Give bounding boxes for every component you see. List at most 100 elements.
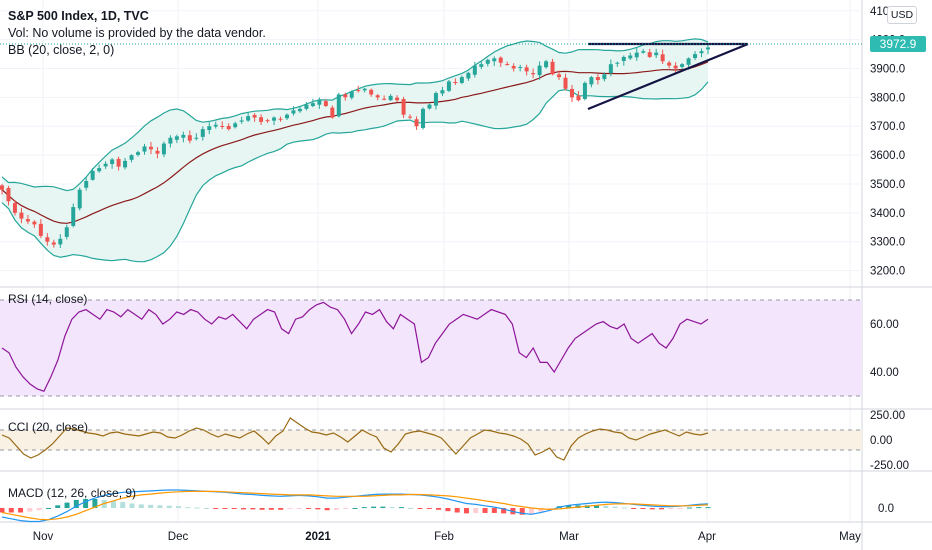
candles: [0, 44, 710, 248]
candle-body: [382, 98, 387, 100]
candle-body: [563, 77, 568, 89]
candle-body: [395, 97, 400, 101]
macd-histogram-bar: [296, 508, 302, 509]
macd-histogram-bar: [677, 508, 683, 509]
cci-tick-label: -250.00: [870, 460, 909, 472]
candle-body: [537, 65, 542, 76]
macd-histogram-bar: [538, 508, 544, 512]
macd-histogram-bar: [138, 504, 144, 508]
macd-label[interactable]: MACD (12, 26, close, 9): [8, 486, 137, 500]
candle-body: [654, 52, 659, 56]
macd-histogram-bar: [8, 508, 14, 513]
macd-histogram-bar: [83, 499, 89, 508]
candle-body: [265, 120, 270, 122]
candle-body: [6, 188, 11, 202]
candle-body: [0, 185, 4, 190]
cci-label[interactable]: CCI (20, close): [8, 420, 89, 434]
candle-body: [220, 126, 225, 128]
candle-body: [505, 64, 510, 66]
macd-histogram-bar: [668, 508, 674, 509]
macd-histogram-bar: [176, 506, 181, 508]
candle-body: [278, 118, 283, 120]
support-trendline[interactable]: [587, 42, 749, 111]
candle-body: [259, 117, 264, 122]
x-tick-label: Feb: [434, 531, 454, 543]
candle-body: [388, 95, 393, 101]
macd-histogram-bar: [371, 506, 377, 508]
price-tick-label: 3700.0: [870, 121, 905, 133]
macd-histogram-bar: [454, 508, 460, 513]
price-tick-label: 3600.0: [870, 150, 905, 162]
macd-histogram-bar: [92, 499, 98, 508]
bollinger-bands: [1, 38, 709, 263]
candle-body: [485, 59, 490, 64]
macd-histogram-bar: [659, 508, 665, 510]
macd-histogram-bar: [380, 506, 386, 508]
rsi-band-fill: [0, 300, 862, 396]
candle-body: [479, 64, 484, 67]
macd-histogram-bar: [519, 508, 525, 515]
x-tick-label: 2021: [305, 531, 331, 543]
macd-histogram-bar: [259, 508, 265, 510]
currency-button[interactable]: USD: [887, 6, 917, 24]
candle-body: [71, 207, 76, 226]
candle-body: [615, 62, 620, 64]
candle-body: [123, 160, 128, 168]
candle-body: [45, 237, 50, 242]
bb-lower-band: [1, 81, 709, 263]
macd-histogram-bar: [148, 504, 154, 508]
candle-body: [446, 81, 451, 91]
macd-histogram-bar: [250, 508, 256, 510]
price-tick-label: 3500.0: [870, 179, 905, 191]
macd-histogram-bar: [408, 508, 414, 509]
candle-body: [433, 93, 438, 106]
candle-body: [129, 155, 134, 160]
candle-body: [401, 99, 406, 115]
macd-histogram-bar: [529, 508, 534, 515]
price-tick-label: 3400.0: [870, 208, 905, 220]
candle-body: [84, 181, 89, 188]
macd-signal-line: [1, 490, 709, 521]
bb-basis: [1, 61, 709, 224]
macd-tick-label: 0.0: [878, 503, 894, 515]
candle-body: [168, 137, 173, 144]
candle-body: [582, 82, 587, 99]
macd-histogram-bar: [213, 508, 219, 509]
candle-body: [349, 91, 354, 98]
macd-histogram-bar: [621, 507, 627, 509]
x-tick-label: Dec: [168, 531, 189, 543]
macd-histogram-bar: [631, 508, 637, 509]
macd-histogram-bar: [603, 505, 609, 508]
candle-body: [511, 66, 516, 69]
candle-body: [226, 125, 231, 130]
candle-body: [531, 73, 536, 75]
macd-histogram-bar: [649, 508, 655, 510]
candle-body: [602, 74, 607, 80]
macd-histogram-bar: [324, 508, 330, 511]
candle-body: [550, 61, 555, 75]
candle-body: [213, 124, 218, 127]
candle-body: [310, 103, 315, 107]
candle-body: [64, 227, 69, 237]
macd-histogram-bar: [594, 505, 600, 508]
candle-body: [25, 219, 30, 222]
candle-body: [569, 88, 574, 98]
candle-body: [207, 126, 212, 130]
candle-body: [576, 95, 581, 101]
price-tick-label: 3800.0: [870, 92, 905, 104]
candle-body: [291, 110, 296, 114]
price-tick-label: 3200.0: [870, 266, 905, 278]
macd-histogram-bar: [547, 508, 553, 509]
candle-body: [680, 64, 685, 67]
candle-body: [414, 119, 419, 127]
macd-histogram-bar: [36, 508, 42, 511]
candle-body: [647, 52, 652, 57]
macd-histogram-bar: [157, 505, 163, 508]
rsi-label[interactable]: RSI (14, close): [8, 292, 88, 306]
bb-indicator-label[interactable]: BB (20, close, 2, 0): [8, 43, 115, 57]
candle-body: [343, 94, 348, 98]
cci-tick-label: 250.00: [870, 410, 905, 422]
candle-body: [116, 158, 121, 167]
macd-histogram-bar: [445, 508, 451, 512]
